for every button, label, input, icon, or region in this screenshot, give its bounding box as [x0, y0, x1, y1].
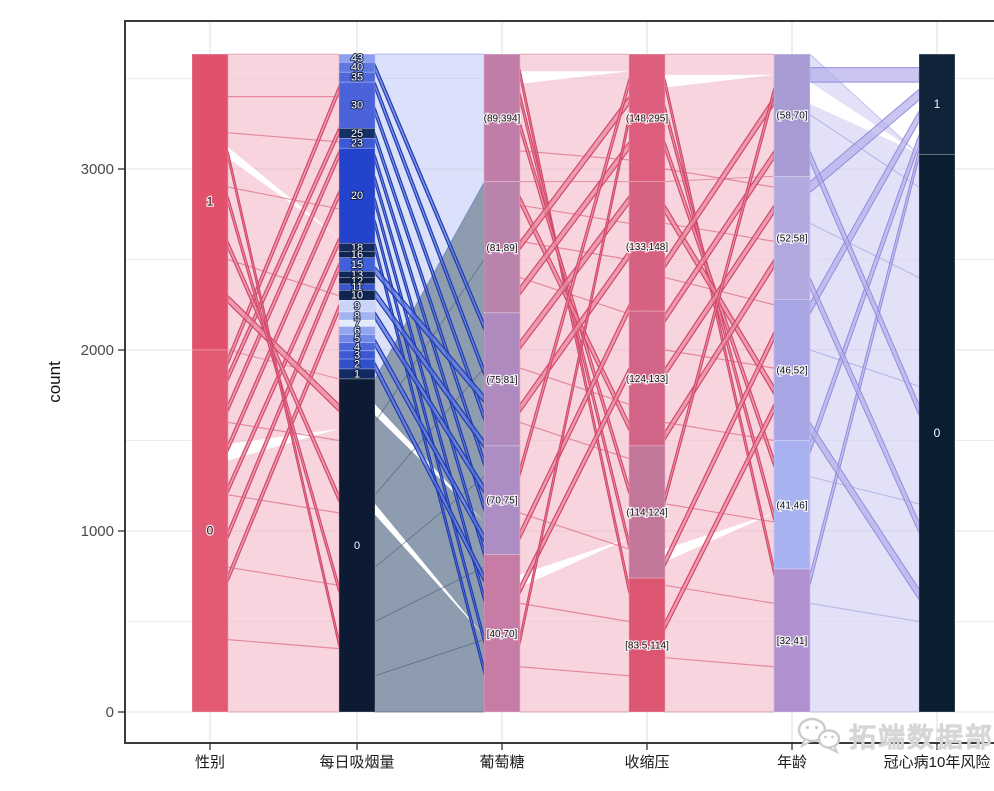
age-bar-(46,52]: [773, 299, 811, 441]
y-axis-title: count: [45, 361, 64, 403]
flow-ribbon: [810, 82, 919, 154]
age-bar-[32,41]: [773, 568, 811, 713]
parallel-sets-figure: 1 0 43 40 35 30 25 23 20 18 16 15 13 12 11 10 9 8 7 6 5 4 3 2 1 0…: [40, 16, 994, 775]
smoking-segment-label: 35: [351, 72, 363, 84]
chd10-segment-label: 0: [934, 426, 941, 440]
sysbp-segment-label: (124,133]: [626, 374, 668, 385]
glucose-segment-label: (70,75]: [486, 496, 517, 507]
smoking-segment-label: 20: [351, 190, 363, 202]
chd10-bar-0: [918, 154, 956, 713]
sysbp-bar-(148,295]: [628, 53, 666, 182]
flow-ribbon: [519, 181, 630, 713]
smoking-bar-20: [338, 147, 376, 244]
age-segment-label: (46,52]: [776, 365, 807, 376]
x-axis-label-sysbp: 收缩压: [624, 754, 669, 771]
flow-ribbon: [375, 503, 484, 636]
x-axis-label-chd10: 冠心病10年风险: [884, 754, 991, 771]
watermark: 拓端数据部落: [796, 715, 994, 755]
sysbp-segment-label: (133,148]: [626, 242, 668, 253]
smoking-segment-label: 18: [351, 242, 363, 254]
glucose-segment-label: [40,70]: [487, 629, 518, 640]
x-axis-label-gender: 性别: [195, 754, 225, 771]
smoking-segment-label: 8: [354, 311, 360, 323]
smoking-segment-label: 5: [354, 333, 360, 345]
age-segment-label: (58,70]: [776, 111, 807, 122]
age-segment-label: [32,41]: [777, 636, 808, 647]
sysbp-segment-label: (114,124]: [626, 507, 668, 518]
glucose-bar-(81,89]: [483, 181, 521, 314]
smoking-segment-label: 43: [351, 53, 363, 65]
smoking-segment-label: 12: [351, 275, 363, 287]
glucose-bar-(70,75]: [483, 445, 521, 555]
sysbp-segment-label: [83.5,114]: [625, 641, 669, 652]
flow-ribbon: [665, 74, 774, 88]
gender-bar-1: [191, 53, 229, 351]
flow-ribbon: [665, 512, 774, 562]
glucose-bar-[40,70]: [483, 554, 521, 713]
y-tick-label: 3000: [81, 161, 114, 178]
y-tick-label: 1000: [81, 523, 114, 540]
smoking-segment-label: 0: [354, 540, 360, 552]
y-tick-label: 0: [106, 704, 114, 721]
smoking-segment-label: 4: [354, 341, 360, 353]
flow-ribbon: [809, 67, 920, 83]
smoking-segment-label: 6: [354, 325, 360, 337]
chd10-segment-label: 1: [934, 97, 941, 111]
smoking-segment-label: 1: [354, 368, 360, 380]
gender-bar-0: [191, 349, 229, 713]
age-bar-(41,46]: [773, 440, 811, 570]
smoking-bar-0: [338, 378, 376, 713]
sysbp-bar-(124,133]: [628, 310, 666, 447]
glucose-bar-(75,81]: [483, 312, 521, 447]
glucose-segment-label: (81,89]: [486, 243, 517, 254]
smoking-segment-label: 3: [354, 349, 360, 361]
sysbp-bar-(114,124]: [628, 445, 666, 579]
smoking-segment-label: 9: [354, 301, 360, 313]
wechat-bubbles-icon: [797, 717, 841, 755]
glucose-segment-label: (89,394]: [484, 113, 521, 124]
age-segment-label: (52,58]: [776, 233, 807, 244]
sysbp-bar-[83.5,114]: [628, 577, 666, 713]
sysbp-segment-label: (148,295]: [626, 113, 668, 124]
age-bar-(52,58]: [773, 175, 811, 300]
smoking-segment-label: 16: [351, 249, 363, 261]
smoking-segment-label: 2: [354, 359, 360, 371]
sysbp-bar-(133,148]: [628, 181, 666, 312]
smoking-segment-label: 30: [351, 100, 363, 112]
y-tick-label: 2000: [81, 342, 114, 359]
x-axis-label-age: 年龄: [777, 754, 807, 771]
chd10-bar-1: [918, 53, 956, 155]
smoking-segment-label: 40: [351, 62, 363, 74]
smoking-bar-30: [338, 81, 376, 129]
smoking-segment-label: 23: [351, 138, 363, 150]
flow-ribbon: [227, 53, 340, 380]
flow-ribbon: [809, 53, 920, 713]
glucose-segment-label: (75,81]: [486, 375, 517, 386]
panel-border: [124, 20, 994, 744]
x-axis-label-glucose: 葡萄糖: [479, 754, 524, 771]
gender-segment-label: 0: [207, 524, 214, 538]
smoking-segment-label: 25: [351, 128, 363, 140]
chart-canvas: 1043403530252320181615131211109876543210…: [40, 16, 994, 775]
smoking-segment-label: 11: [351, 282, 362, 294]
gender-segment-label: 1: [207, 195, 214, 209]
flow-ribbon: [520, 538, 629, 588]
watermark-text: 拓端数据部落: [849, 722, 994, 753]
smoking-segment-label: 15: [351, 259, 363, 271]
age-bar-(58,70]: [773, 53, 811, 177]
flow-ribbon: [228, 428, 339, 461]
smoking-segment-label: 10: [351, 290, 363, 302]
x-axis-label-smoking: 每日吸烟量: [319, 754, 394, 771]
smoking-segment-label: 7: [354, 318, 360, 330]
age-segment-label: (41,46]: [776, 500, 807, 511]
smoking-segment-label: 13: [351, 269, 363, 281]
